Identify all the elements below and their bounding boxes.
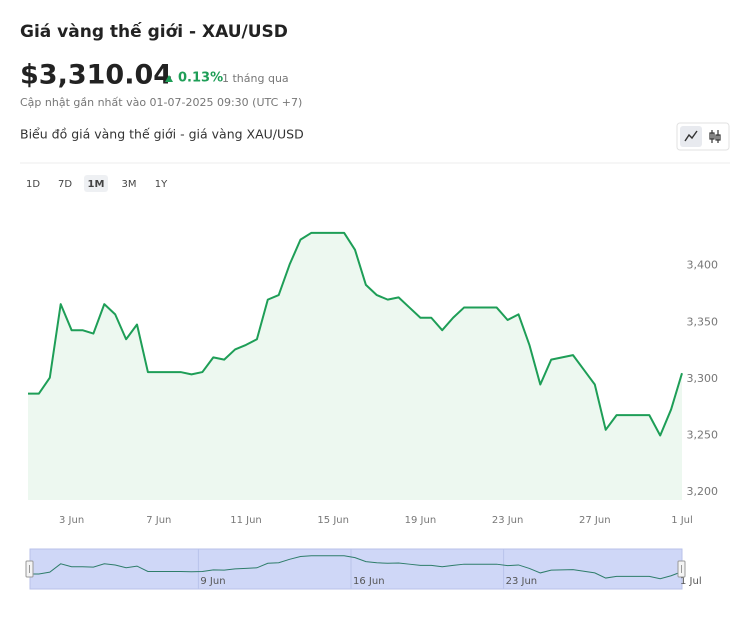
navigator-label: 1 Jul — [680, 576, 702, 587]
range-button[interactable]: 1D — [26, 179, 40, 190]
x-tick-label: 1 Jul — [671, 515, 693, 526]
change: 0.13% — [178, 71, 223, 86]
range-button[interactable]: 1M — [88, 179, 105, 190]
y-tick-label: 3,300 — [687, 372, 719, 385]
updated: Cập nhật gần nhất vào 01-07-2025 09:30 (… — [20, 96, 302, 109]
line-icon — [684, 130, 698, 142]
y-tick-label: 3,250 — [687, 428, 719, 441]
range-button[interactable]: 3M — [122, 179, 137, 190]
range-button[interactable]: 1Y — [155, 179, 168, 190]
navigator-line — [28, 555, 683, 580]
period: 1 tháng qua — [222, 72, 289, 85]
range-button[interactable]: 7D — [58, 179, 72, 190]
y-tick-label: 3,400 — [687, 259, 719, 272]
candle-type-button[interactable] — [709, 130, 721, 143]
navigator-label: 9 Jun — [200, 576, 225, 587]
navigator-label: 16 Jun — [353, 576, 385, 587]
x-tick-label: 11 Jun — [230, 515, 262, 526]
area-fill — [28, 232, 682, 500]
title: Giá vàng thế giới - XAU/USD — [20, 21, 288, 42]
y-tick-label: 3,200 — [687, 485, 719, 498]
y-tick-label: 3,350 — [687, 315, 719, 328]
section-title: Biểu đồ giá vàng thế giới - giá vàng XAU… — [20, 127, 304, 142]
x-tick-label: 3 Jun — [59, 515, 84, 526]
x-tick-label: 7 Jun — [146, 515, 171, 526]
up-arrow — [165, 75, 173, 82]
x-tick-label: 27 Jun — [579, 515, 611, 526]
navigator-label: 23 Jun — [506, 576, 538, 587]
range-active-bg — [84, 175, 108, 192]
x-tick-label: 23 Jun — [492, 515, 524, 526]
price-line — [28, 231, 683, 437]
x-tick-label: 15 Jun — [317, 515, 349, 526]
x-tick-label: 19 Jun — [405, 515, 437, 526]
price: $3,310.04 — [20, 60, 172, 91]
